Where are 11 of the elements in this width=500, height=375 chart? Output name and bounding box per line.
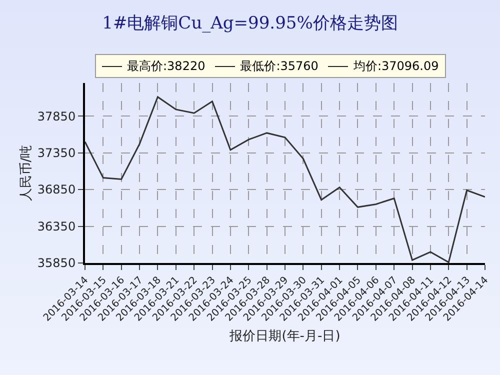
chart-title: 1#电解铜Cu_Ag=99.95%价格走势图	[102, 13, 398, 34]
text: 均价:37096.09	[353, 58, 439, 74]
text: 最高价:38220	[127, 58, 206, 74]
text: 最低价:35760	[240, 58, 318, 74]
y-tick-label: 36350	[37, 219, 76, 234]
y-tick-label: 37850	[37, 109, 76, 124]
y-tick-label: 36850	[37, 182, 76, 197]
y-axis-title: 人民币/吨	[18, 144, 34, 202]
y-tick-label: 37350	[37, 146, 76, 160]
y-tick-label: 35850	[37, 256, 76, 270]
x-axis-title: 报价日期(年-月-日)	[228, 328, 340, 344]
